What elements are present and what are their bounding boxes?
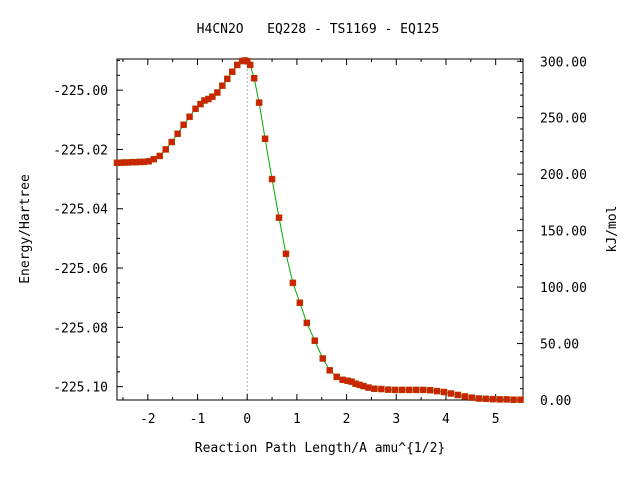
data-point [192,105,199,113]
x-axis: -2 -1 0 1 2 3 4 5 [122,59,522,427]
data-point [303,319,311,327]
data-point [296,299,304,306]
data-point [229,68,236,76]
data-point [412,386,420,394]
data-point [398,386,406,394]
y-axis-left: -225.00 -225.02 -225.04 -225.06 -225.08 -225.… [53,59,123,396]
data-point [426,386,434,394]
data-point [333,373,340,381]
data-point [219,82,226,89]
data-point [405,386,413,394]
data-point [174,130,181,137]
data-point [214,89,221,96]
data-point [371,385,378,392]
data-point [510,396,517,403]
x-tick-label: 3 [392,412,400,427]
data-point [378,385,385,393]
data-point [261,135,269,143]
data-point [454,391,462,399]
y-tick-label: -225.10 [53,381,108,396]
plot-frame [116,58,524,401]
data-point [311,337,319,344]
data-point [503,396,510,403]
x-tick-label: -2 [140,412,156,427]
y-tick-label: -225.06 [53,262,108,277]
chart-title: H4CN2O EQ228 - TS1169 - EQ125 [197,22,440,37]
y2-tick-label: 0.00 [540,394,571,409]
y-axis-right: 0.00 50.00 100.00 150.00 200.00 250.00 300.00 [517,55,587,409]
data-point [440,388,448,396]
data-point [268,175,276,183]
x-tick-label: -1 [190,412,206,427]
x-tick-label: 2 [343,412,351,427]
y-tick-label: -225.08 [53,321,108,336]
x-tick-label: 0 [243,412,251,427]
data-point [150,155,158,163]
data-point [168,138,175,146]
data-point [250,75,258,82]
data-point [489,395,496,403]
data-point [433,387,441,395]
data-point [475,395,483,402]
data-point [255,99,263,106]
y2-tick-label: 100.00 [540,281,587,296]
data-point [468,394,476,401]
data-point [156,152,163,160]
data-point [365,384,372,391]
data-point [186,113,193,121]
data-point [197,100,204,108]
data-point [385,386,392,393]
data-point [326,367,333,374]
series-points [113,57,524,403]
y2-tick-label: 150.00 [540,225,587,240]
x-axis-label: Reaction Path Length/A amu^{1/2} [195,441,445,456]
data-point [209,93,216,100]
data-point [180,121,187,129]
x-tick-label: 5 [492,412,500,427]
data-point [447,390,455,397]
y2-tick-label: 50.00 [540,338,579,353]
data-point [319,355,326,362]
data-point [275,214,283,221]
y-axis-label: Energy/Hartree [18,174,33,284]
data-point [162,146,169,153]
data-point [392,386,399,394]
data-point [246,61,254,69]
x-tick-label: 4 [442,412,450,427]
y2-axis-label: kJ/mol [605,206,620,253]
data-point [289,279,297,287]
y2-tick-label: 300.00 [540,55,587,70]
series-line [117,59,521,401]
data-point [224,75,231,83]
data-point [496,396,503,403]
y2-tick-label: 250.00 [540,112,587,127]
data-point [517,396,524,403]
data-point [282,250,290,258]
y-tick-label: -225.00 [53,84,108,99]
data-point [419,386,427,394]
data-point [482,395,489,403]
data-point [234,61,241,69]
y2-tick-label: 200.00 [540,168,587,183]
data-point [461,393,469,400]
y-tick-label: -225.02 [53,143,108,158]
y-tick-label: -225.04 [53,203,108,218]
x-tick-label: 1 [293,412,301,427]
